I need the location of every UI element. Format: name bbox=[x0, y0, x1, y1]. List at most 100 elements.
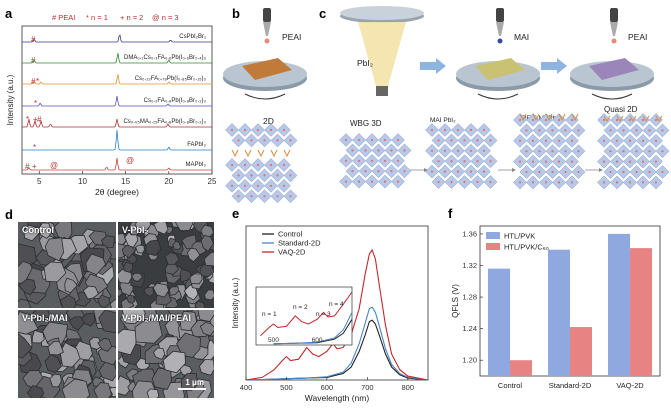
reagent-pbi2: PbI₂ bbox=[357, 58, 373, 68]
pl-x-ticks: 400 500 600 700 800 bbox=[240, 377, 414, 392]
product-2d-label: 2D bbox=[263, 116, 274, 126]
qfls-category-0: Control bbox=[498, 381, 523, 390]
qfls-legend-swatch-1 bbox=[486, 243, 500, 250]
dropper-peai-c bbox=[610, 8, 618, 44]
qfls-legend: HTL/PVK HTL/PVK/C₆₀ bbox=[486, 232, 549, 252]
xrd-trace-3 bbox=[22, 95, 212, 107]
marker-n2-2: + bbox=[32, 162, 37, 171]
marker-n2-1: + bbox=[33, 115, 38, 124]
qfls-ytick-1: 1.24 bbox=[462, 324, 477, 333]
stage-mai-pbi2: MAI PbI₂ bbox=[430, 117, 456, 124]
marker-n1-2: * bbox=[34, 99, 37, 108]
panel-b-label: b bbox=[232, 6, 240, 21]
inset-line-1 bbox=[273, 312, 353, 345]
inset-n4: n = 4 bbox=[329, 301, 344, 308]
rotation-arrow-b bbox=[244, 93, 286, 100]
xrd-trace-0 bbox=[22, 34, 212, 43]
xrd-xtick-1: 10 bbox=[78, 177, 87, 186]
xrd-trace-labels: CsPbI₂Br₁ DMA₀.₁Cs₀.₃FA₀.₆Pb(I₀.₆Br₀.₄)₃ C… bbox=[123, 34, 206, 168]
arrow-c-1 bbox=[420, 58, 446, 74]
xrd-markers: # # # * * * + # * # + @ @ bbox=[25, 35, 134, 171]
pl-xtick-2: 600 bbox=[321, 383, 334, 392]
inset-n3: n = 3 bbox=[316, 311, 331, 318]
legend-n1: * n = 1 bbox=[86, 13, 108, 22]
lattice-2d-b bbox=[225, 123, 298, 204]
qfls-bar-0-0 bbox=[488, 268, 510, 376]
xrd-trace-label-0: CsPbI₂Br₁ bbox=[179, 34, 206, 40]
pl-xtick-0: 400 bbox=[240, 383, 253, 392]
scale-bar-label: 1 μm bbox=[185, 378, 204, 387]
qfls-categories: Control Standard-2D VAQ-2D bbox=[498, 381, 644, 390]
xrd-trace-label-2: Cs₀.₂₂FA₀.₇₈Pb(I₀.₈₅Br₀.₁₅)₃ bbox=[135, 76, 207, 82]
lattice-series-c bbox=[339, 113, 670, 190]
qfls-bar-1-1 bbox=[570, 327, 592, 376]
qfls-legend-label-1: HTL/PVK/C₆₀ bbox=[504, 243, 549, 252]
sem-control: Control bbox=[18, 222, 116, 308]
sem-v-pbi2-mai: V-PbI₂/MAI bbox=[18, 310, 116, 398]
inset-xtick-0: 500 bbox=[268, 337, 279, 344]
substrate-b bbox=[242, 58, 292, 80]
xrd-trace-2 bbox=[22, 74, 212, 85]
pl-xtick-3: 700 bbox=[361, 383, 374, 392]
qfls-bars bbox=[488, 233, 652, 376]
marker-n3-1: @ bbox=[50, 161, 58, 170]
legend-n3: @ n = 3 bbox=[152, 13, 179, 22]
sem-label-v-pbi2-mai: V-PbI₂/MAI bbox=[22, 313, 68, 323]
xrd-trace-label-4: Cs₀.₀₅MA₀.₁₅FA₀.₈Pb(I₀.₈Br₀.₂)₃ bbox=[123, 119, 206, 125]
sem-label-v-pbi2-mai-peai: V-PbI₂/MAI/PEAI bbox=[122, 313, 192, 323]
qfls-ytick-4: 1.36 bbox=[462, 229, 477, 238]
pl-ylabel: Intensity (a.u.) bbox=[231, 277, 240, 328]
stage-quasi-2d: Quasi 2D bbox=[604, 105, 638, 114]
pl-series bbox=[245, 248, 429, 381]
xrd-xtick-4: 25 bbox=[208, 177, 217, 186]
marker-peai-4: # bbox=[37, 115, 42, 124]
qfls-category-2: VAQ-2D bbox=[616, 381, 644, 390]
legend-peai: # PEAI bbox=[52, 13, 75, 22]
scale-bar bbox=[178, 388, 206, 390]
marker-n1-4: * bbox=[33, 143, 36, 152]
reagent-peai-b: PEAI bbox=[282, 32, 301, 42]
panel-c-label: c bbox=[319, 6, 326, 21]
pl-legend-label-0: Control bbox=[278, 230, 303, 239]
pbi2-deposition bbox=[340, 6, 424, 96]
marker-n1-3: * bbox=[26, 115, 29, 124]
dropper-mai bbox=[496, 8, 504, 44]
qfls-ytick-2: 1.28 bbox=[462, 293, 477, 302]
inset-series bbox=[260, 291, 353, 345]
xrd-frame bbox=[21, 25, 213, 175]
qfls-bar-0-1 bbox=[510, 360, 532, 376]
xrd-trace-4 bbox=[22, 118, 212, 128]
inset-n1: n = 1 bbox=[262, 311, 277, 318]
xrd-x-ticks: 5 10 15 20 25 bbox=[37, 171, 217, 186]
xrd-trace-5 bbox=[22, 129, 212, 151]
xrd-trace-6 bbox=[22, 157, 212, 171]
inset-n2: n = 2 bbox=[293, 304, 308, 311]
qfls-legend-swatch-0 bbox=[486, 232, 500, 239]
qfls-y-ticks: 1.20 1.24 1.28 1.32 1.36 bbox=[462, 229, 483, 365]
xrd-xtick-2: 15 bbox=[121, 177, 130, 186]
pl-inset: 500 600 n = 1 n = 2 n = 3 n = 4 bbox=[255, 286, 353, 346]
sem-label-control: Control bbox=[22, 225, 54, 235]
panel-a-label: a bbox=[5, 6, 13, 21]
reagent-mai: MAI bbox=[514, 32, 529, 42]
dropper-b bbox=[263, 8, 271, 44]
pl-frame bbox=[245, 225, 429, 381]
qfls-ytick-0: 1.20 bbox=[462, 356, 477, 365]
sem-v-pbi2-mai-peai: V-PbI₂/MAI/PEAI 1 μm bbox=[118, 310, 214, 398]
xrd-traces bbox=[22, 34, 212, 171]
xrd-trace-label-1: DMA₀.₁Cs₀.₃FA₀.₆Pb(I₀.₆Br₀.₄)₃ bbox=[124, 55, 207, 61]
marker-peai-3: # bbox=[31, 77, 36, 86]
legend-n2: + n = 2 bbox=[120, 13, 143, 22]
sem-label-v-pbi2: V-PbI₂ bbox=[122, 225, 149, 235]
marker-n3-2: @ bbox=[126, 156, 134, 165]
xrd-trace-label-6: MAPbI₃ bbox=[186, 162, 207, 168]
inset-x-ticks: 500 600 bbox=[268, 337, 323, 344]
marker-n1-1: * bbox=[36, 77, 39, 86]
stage-wbg-3d: WBG 3D bbox=[350, 119, 382, 128]
marker-peai-1: # bbox=[31, 35, 36, 44]
